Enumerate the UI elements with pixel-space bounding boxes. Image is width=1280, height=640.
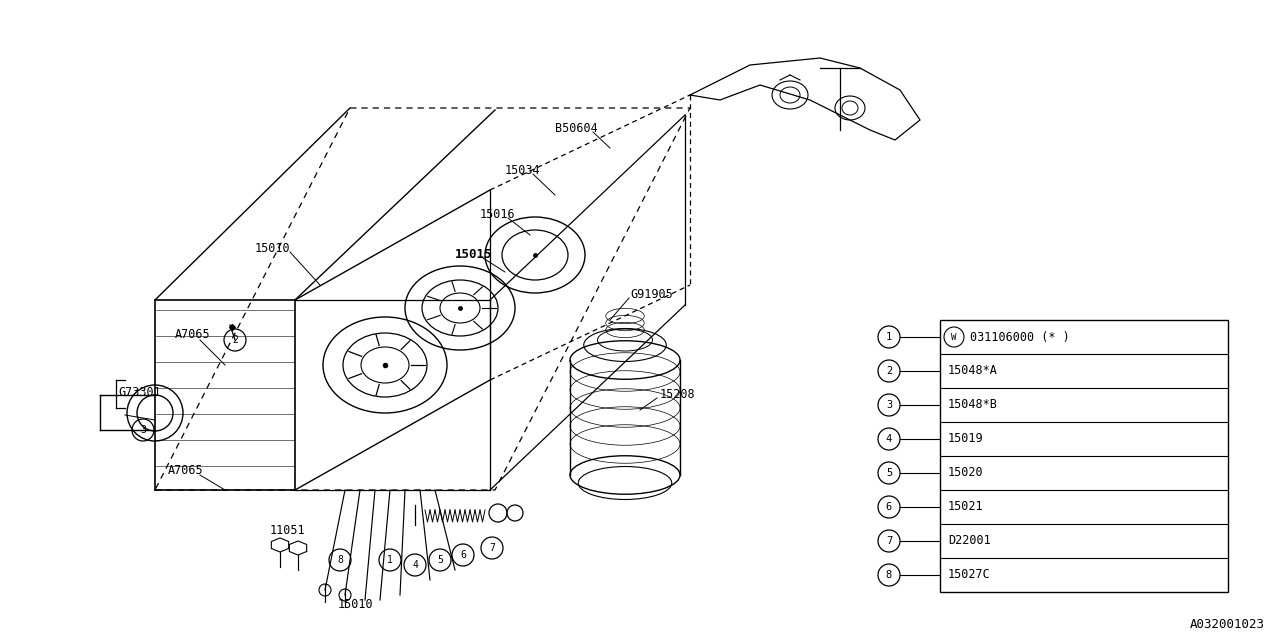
- Text: 15048*B: 15048*B: [948, 399, 998, 412]
- Text: 1: 1: [886, 332, 892, 342]
- Text: 15010: 15010: [255, 241, 291, 255]
- Text: A7065: A7065: [175, 328, 211, 342]
- Text: D22001: D22001: [948, 534, 991, 547]
- Text: 6: 6: [886, 502, 892, 512]
- Text: 8: 8: [886, 570, 892, 580]
- Text: 4: 4: [412, 560, 419, 570]
- Text: 2: 2: [232, 335, 238, 345]
- Text: 031106000 (* ): 031106000 (* ): [970, 330, 1070, 344]
- Text: 15048*A: 15048*A: [948, 365, 998, 378]
- Text: 7: 7: [489, 543, 495, 553]
- Text: 3: 3: [140, 425, 146, 435]
- Text: 15021: 15021: [948, 500, 983, 513]
- Text: 2: 2: [886, 366, 892, 376]
- Text: W: W: [951, 333, 956, 342]
- Text: G91905: G91905: [630, 289, 673, 301]
- Text: 6: 6: [460, 550, 466, 560]
- Text: 15010: 15010: [337, 598, 372, 611]
- Text: 5: 5: [886, 468, 892, 478]
- Text: 15027C: 15027C: [948, 568, 991, 582]
- Text: 7: 7: [886, 536, 892, 546]
- Text: G73301: G73301: [118, 385, 161, 399]
- Text: 8: 8: [337, 555, 343, 565]
- Text: A032001023: A032001023: [1190, 618, 1265, 632]
- Text: 15015: 15015: [454, 248, 493, 262]
- Text: B50604: B50604: [556, 122, 598, 134]
- Text: 15208: 15208: [660, 388, 695, 401]
- Text: 15034: 15034: [506, 163, 540, 177]
- Bar: [940, 320, 1228, 592]
- Text: A7065: A7065: [168, 463, 204, 477]
- Text: 15020: 15020: [948, 467, 983, 479]
- Text: 4: 4: [886, 434, 892, 444]
- Text: 11051: 11051: [270, 524, 306, 536]
- Text: 15019: 15019: [948, 433, 983, 445]
- Text: 1: 1: [387, 555, 393, 565]
- Text: 3: 3: [886, 400, 892, 410]
- Text: 5: 5: [436, 555, 443, 565]
- Text: 15016: 15016: [480, 209, 516, 221]
